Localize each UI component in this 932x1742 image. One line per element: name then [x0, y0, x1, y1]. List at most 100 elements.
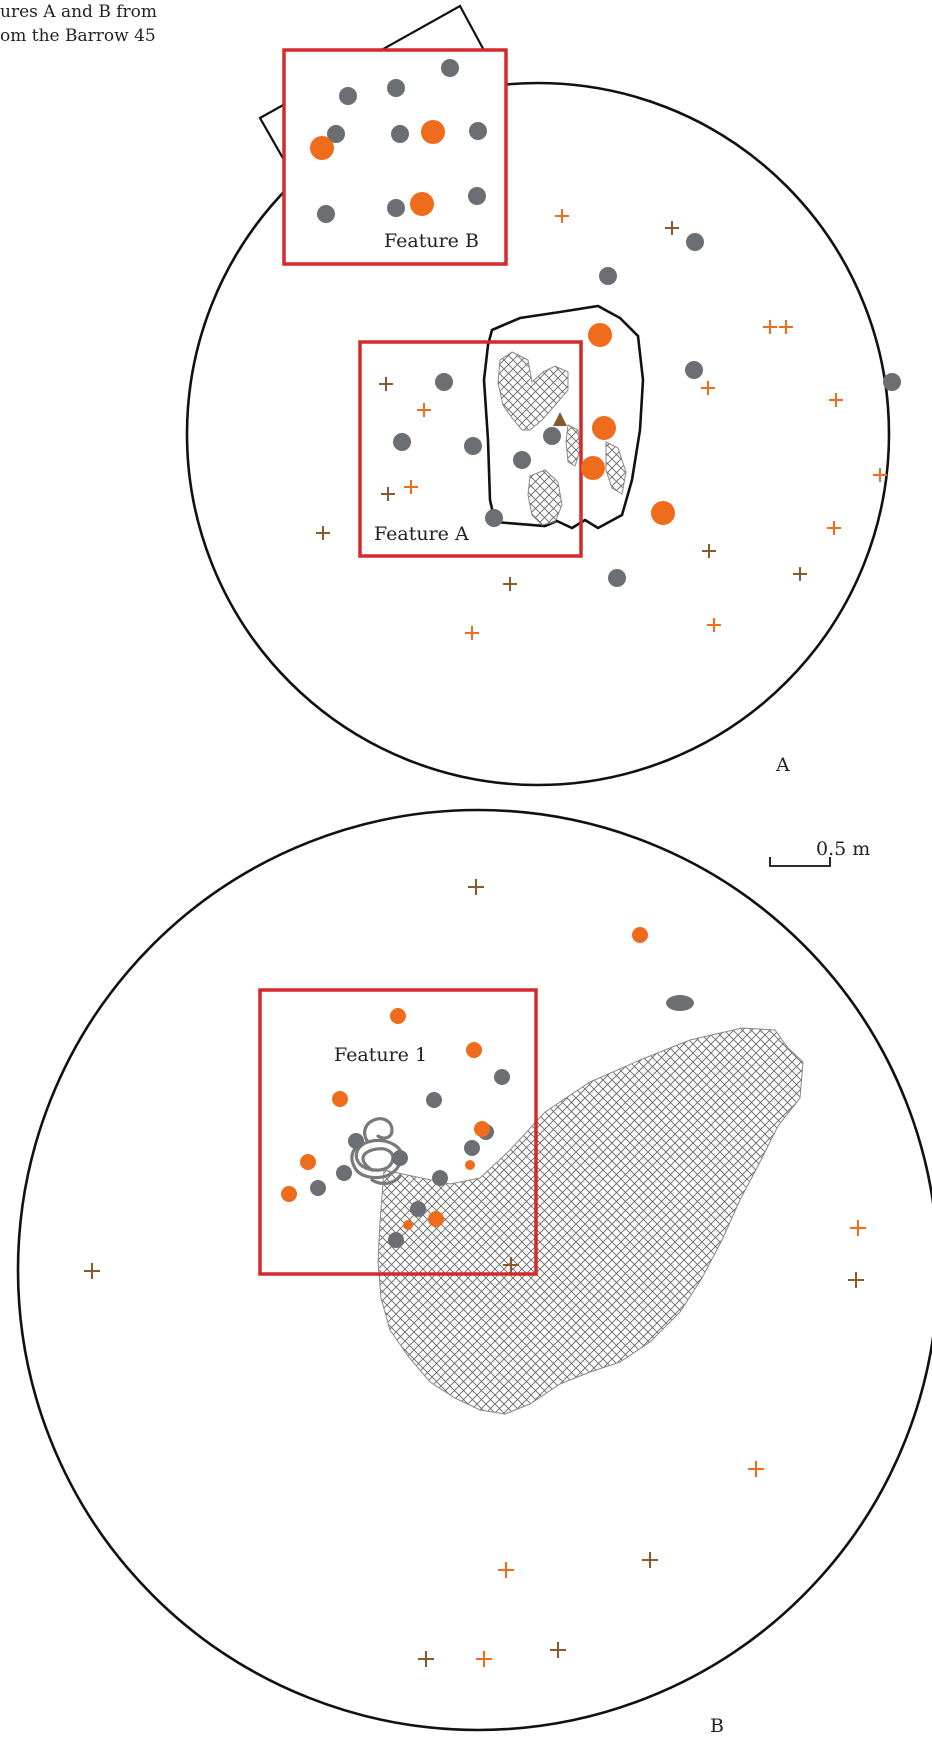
- stone-dot: [485, 509, 503, 527]
- stone-dot: [543, 427, 561, 445]
- stone-oval: [666, 995, 694, 1011]
- stone-dot: [387, 79, 405, 97]
- scale-bar: 0.5 m: [769, 838, 870, 867]
- panel-a: Feature B Feature A A: [185, 4, 901, 787]
- find-cross: [642, 1552, 658, 1568]
- stone-dot: [336, 1165, 352, 1181]
- orange-find-dot: [632, 927, 648, 943]
- barrow-a-outline: [185, 81, 891, 787]
- panel-b-finds: [84, 879, 866, 1667]
- find-cross: [417, 403, 431, 417]
- find-cross: [503, 1257, 519, 1273]
- caption-line-1: ures A and B from: [0, 2, 157, 22]
- find-cross: [468, 879, 484, 895]
- caption-line-2: om the Barrow 45: [0, 26, 156, 46]
- feature-a-label: Feature A: [374, 523, 469, 545]
- find-cross: [763, 320, 777, 334]
- stone-dot: [686, 233, 704, 251]
- find-cross: [498, 1562, 514, 1578]
- find-cross: [418, 1651, 434, 1667]
- find-cross: [748, 1461, 764, 1477]
- find-cross: [848, 1272, 864, 1288]
- pit-outline: [482, 304, 645, 530]
- stone-dot: [883, 373, 901, 391]
- feature-a-box: [358, 340, 583, 558]
- hatched-area-a3: [605, 441, 627, 495]
- find-cross: [793, 567, 807, 581]
- orange-find-dot: [588, 323, 612, 347]
- find-cross: [379, 377, 393, 391]
- find-cross: [381, 487, 395, 501]
- stone-dot: [317, 205, 335, 223]
- find-cross: [550, 1642, 566, 1658]
- orange-find-dot: [474, 1121, 490, 1137]
- orange-find-dot: [421, 120, 445, 144]
- scale-bar-label: 0.5 m: [816, 838, 870, 860]
- find-cross: [476, 1651, 492, 1667]
- stone-dot: [464, 437, 482, 455]
- hatched-area-a2: [565, 424, 581, 467]
- find-cross: [873, 468, 887, 482]
- stone-dot: [339, 87, 357, 105]
- orange-find-dot: [300, 1154, 316, 1170]
- find-cross: [503, 577, 517, 591]
- panel-a-letter: A: [775, 754, 790, 776]
- orange-find-dot: [581, 456, 605, 480]
- stone-dot: [393, 433, 411, 451]
- orange-find-dot: [390, 1008, 406, 1024]
- orange-find-dot: [428, 1211, 444, 1227]
- stone-dot: [513, 451, 531, 469]
- hatched-area-a1: [497, 351, 569, 431]
- orange-find-dot: [403, 1220, 413, 1230]
- stone-dot: [327, 125, 345, 143]
- orange-find-dot: [332, 1091, 348, 1107]
- stone-dot: [685, 361, 703, 379]
- orange-find-dot: [281, 1186, 297, 1202]
- stone-dot: [608, 569, 626, 587]
- stone-dot: [441, 59, 459, 77]
- find-cross: [316, 526, 330, 540]
- feature-b-label: Feature B: [384, 230, 479, 252]
- orange-find-dot: [310, 136, 334, 160]
- find-cross: [850, 1220, 866, 1236]
- orange-find-dot: [410, 192, 434, 216]
- orange-find-dot: [466, 1042, 482, 1058]
- stone-dot: [435, 373, 453, 391]
- orange-find-dot: [592, 416, 616, 440]
- feature-1-label: Feature 1: [334, 1044, 427, 1066]
- barrow-b-outline: [16, 808, 932, 1732]
- orange-find-dot: [651, 501, 675, 525]
- orange-find-dot: [465, 1160, 475, 1170]
- stone-dot: [432, 1170, 448, 1186]
- figure-caption: ures A and B from om the Barrow 45: [0, 0, 200, 48]
- find-cross: [404, 480, 418, 494]
- triangle-marker: [553, 412, 567, 426]
- find-cross: [465, 626, 479, 640]
- stone-dot: [468, 187, 486, 205]
- stone-dot: [469, 122, 487, 140]
- find-cross: [827, 521, 841, 535]
- find-cross: [84, 1263, 100, 1279]
- stone-dot: [310, 1180, 326, 1196]
- find-cross: [707, 618, 721, 632]
- find-cross: [701, 381, 715, 395]
- stone-dot: [388, 1232, 404, 1248]
- find-cross: [555, 209, 569, 223]
- hatched-area-a4: [527, 469, 563, 526]
- panel-b: Feature 1 B: [16, 808, 932, 1737]
- panel-b-letter: B: [710, 1715, 724, 1737]
- find-cross: [829, 393, 843, 407]
- stone-dot: [494, 1069, 510, 1085]
- find-cross: [779, 320, 793, 334]
- feature-1-box: [258, 988, 538, 1276]
- stone-dot: [348, 1133, 364, 1149]
- stone-dot: [464, 1140, 480, 1156]
- hatched-area-b: [377, 1027, 804, 1415]
- find-cross: [665, 221, 679, 235]
- stone-dot: [387, 199, 405, 217]
- stone-dot: [391, 125, 409, 143]
- stone-dot: [392, 1150, 408, 1166]
- panel-a-finds: [310, 59, 901, 640]
- stone-dot: [410, 1201, 426, 1217]
- stone-dot: [426, 1092, 442, 1108]
